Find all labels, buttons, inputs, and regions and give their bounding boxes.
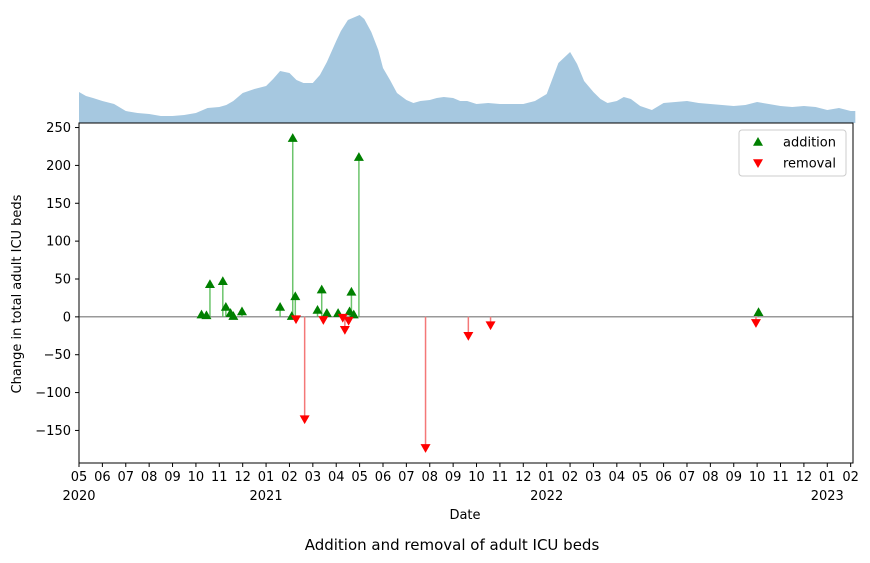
y-tick-label: 50 bbox=[54, 272, 71, 287]
axes-layer bbox=[78, 122, 854, 464]
x-tick-label: 02 bbox=[562, 470, 579, 485]
x-tick-year-label: 2021 bbox=[250, 489, 283, 504]
removal-marker bbox=[299, 415, 310, 425]
x-tick-label: 01 bbox=[538, 470, 555, 485]
x-tick-label: 04 bbox=[328, 470, 345, 485]
plot-frame bbox=[78, 122, 854, 464]
addition-marker bbox=[217, 276, 228, 286]
x-tick-label: 05 bbox=[351, 470, 368, 485]
y-axis-label: Change in total adult ICU beds bbox=[10, 194, 25, 393]
x-tick-label: 08 bbox=[702, 470, 719, 485]
x-tick-label: 07 bbox=[117, 470, 134, 485]
hospitalization-area bbox=[79, 15, 856, 123]
addition-marker bbox=[753, 307, 764, 317]
x-tick-label: 06 bbox=[375, 470, 392, 485]
addition-marker bbox=[321, 308, 332, 317]
legend: addition removal bbox=[738, 129, 847, 177]
x-tick-label: 08 bbox=[421, 470, 438, 485]
removal-marker bbox=[463, 332, 474, 341]
x-tick-label: 08 bbox=[141, 470, 158, 485]
addition-marker bbox=[312, 305, 323, 314]
addition-marker bbox=[204, 279, 215, 289]
x-tick-label: 10 bbox=[188, 470, 205, 485]
markers-layer bbox=[196, 133, 764, 453]
y-tick-label: 150 bbox=[46, 197, 71, 212]
x-tick-year-label: 2020 bbox=[62, 489, 95, 504]
legend-addition-marker bbox=[753, 137, 763, 146]
y-tick-label: −150 bbox=[35, 424, 71, 439]
addition-marker bbox=[348, 309, 359, 319]
y-tick-label: 100 bbox=[46, 235, 71, 250]
ticks-layer: 250 200 150 100 50 0 −50 −100 −150 05 2020 06 07 08 09… bbox=[35, 121, 859, 504]
y-tick-label: −50 bbox=[44, 348, 71, 363]
addition-marker bbox=[236, 306, 247, 316]
y-tick-label: 250 bbox=[46, 121, 71, 136]
x-tick-label: 07 bbox=[398, 470, 415, 485]
x-tick-label: 02 bbox=[842, 470, 859, 485]
y-tick-label: −100 bbox=[35, 386, 71, 401]
x-tick-label: 01 bbox=[258, 470, 275, 485]
x-tick-label: 09 bbox=[445, 470, 462, 485]
hospitalization-area-panel bbox=[79, 15, 856, 123]
removal-marker bbox=[420, 444, 431, 453]
icu-bed-change-panel: 250 200 150 100 50 0 −50 −100 −150 05 2020 06 07 08 09… bbox=[35, 121, 859, 504]
x-tick-label: 11 bbox=[211, 470, 228, 485]
addition-marker bbox=[201, 310, 212, 320]
addition-marker bbox=[220, 302, 231, 311]
x-axis-label: Date bbox=[449, 508, 480, 523]
addition-marker bbox=[228, 311, 239, 320]
addition-marker bbox=[346, 286, 357, 296]
x-tick-label: 05 bbox=[632, 470, 649, 485]
x-tick-label: 05 bbox=[71, 470, 88, 485]
removal-marker bbox=[291, 315, 302, 325]
addition-marker bbox=[353, 152, 364, 161]
x-tick-year-label: 2023 bbox=[811, 489, 844, 504]
y-tick-label: 0 bbox=[63, 310, 71, 325]
x-tick-label: 04 bbox=[609, 470, 626, 485]
removal-marker bbox=[318, 316, 329, 325]
x-tick-label: 12 bbox=[234, 470, 251, 485]
x-tick-label: 12 bbox=[515, 470, 532, 485]
x-tick-label: 11 bbox=[772, 470, 789, 485]
stems-layer bbox=[200, 138, 760, 448]
x-tick-label: 03 bbox=[585, 470, 602, 485]
removal-marker bbox=[343, 316, 354, 326]
x-tick-label: 09 bbox=[164, 470, 181, 485]
x-tick-label: 10 bbox=[749, 470, 766, 485]
legend-removal-label: removal bbox=[783, 157, 836, 172]
addition-marker bbox=[316, 284, 327, 294]
x-tick-label: 02 bbox=[281, 470, 298, 485]
x-tick-label: 07 bbox=[679, 470, 696, 485]
addition-marker bbox=[287, 133, 298, 142]
removal-marker bbox=[339, 325, 350, 335]
legend-box bbox=[738, 129, 847, 177]
y-tick-label: 200 bbox=[46, 159, 71, 174]
figure-title: Addition and removal of adult ICU beds bbox=[305, 536, 600, 554]
legend-addition-label: addition bbox=[783, 136, 836, 151]
legend-removal-marker bbox=[753, 159, 763, 168]
addition-marker bbox=[275, 302, 286, 311]
x-tick-label: 10 bbox=[468, 470, 485, 485]
x-tick-year-label: 2022 bbox=[530, 489, 563, 504]
x-tick-label: 06 bbox=[94, 470, 111, 485]
x-tick-label: 09 bbox=[725, 470, 742, 485]
removal-marker bbox=[337, 313, 348, 323]
x-tick-label: 03 bbox=[305, 470, 322, 485]
x-tick-label: 11 bbox=[492, 470, 509, 485]
x-tick-label: 12 bbox=[796, 470, 813, 485]
addition-marker bbox=[290, 291, 301, 301]
removal-marker bbox=[750, 319, 761, 328]
removal-marker bbox=[485, 321, 496, 331]
x-tick-label: 06 bbox=[655, 470, 672, 485]
x-tick-label: 01 bbox=[819, 470, 836, 485]
